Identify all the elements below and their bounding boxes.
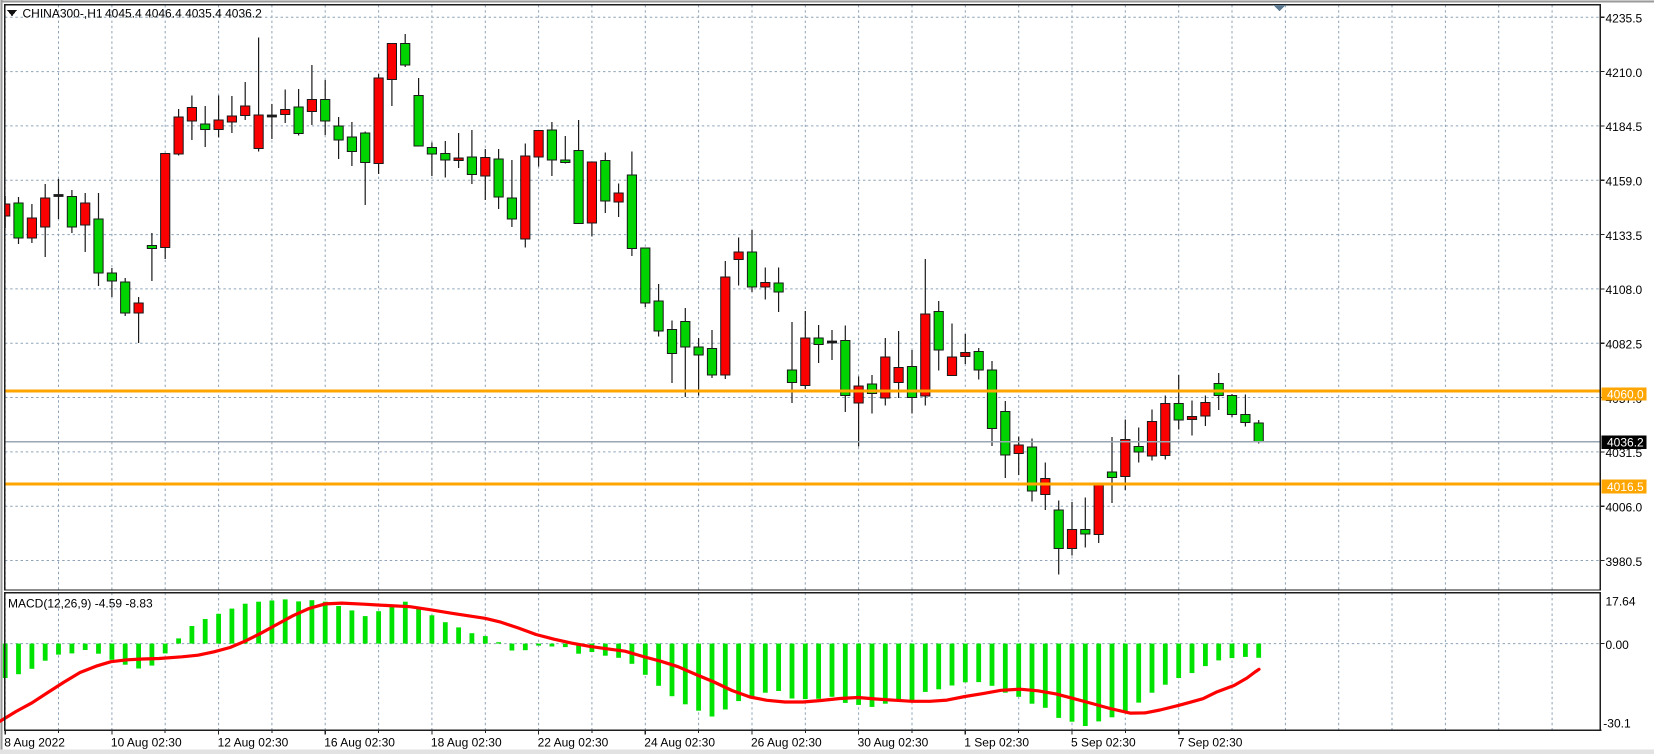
svg-text:4016.5: 4016.5 [1607,480,1644,494]
svg-text:17.64: 17.64 [1606,594,1636,608]
svg-text:16 Aug 02:30: 16 Aug 02:30 [324,735,395,749]
svg-text:4045.4 4046.4 4035.4 4036.2: 4045.4 4046.4 4035.4 4036.2 [105,6,262,20]
svg-text:12 Aug 02:30: 12 Aug 02:30 [218,735,289,749]
svg-text:4006.0: 4006.0 [1606,501,1643,515]
svg-text:22 Aug 02:30: 22 Aug 02:30 [538,735,609,749]
svg-text:24 Aug 02:30: 24 Aug 02:30 [644,735,715,749]
svg-text:4133.5: 4133.5 [1606,229,1643,243]
svg-text:4082.5: 4082.5 [1606,338,1643,352]
svg-text:4031.5: 4031.5 [1606,446,1643,460]
svg-text:26 Aug 02:30: 26 Aug 02:30 [751,735,822,749]
svg-text:4108.0: 4108.0 [1606,283,1643,297]
svg-text:CHINA300-,H1: CHINA300-,H1 [23,6,103,20]
svg-text:4184.5: 4184.5 [1606,120,1643,134]
svg-text:18 Aug 02:30: 18 Aug 02:30 [431,735,502,749]
svg-text:1 Sep 02:30: 1 Sep 02:30 [964,735,1029,749]
svg-text:7 Sep 02:30: 7 Sep 02:30 [1178,735,1243,749]
svg-text:0.00: 0.00 [1606,638,1630,652]
svg-text:-30.1: -30.1 [1603,716,1631,730]
svg-text:5 Sep 02:30: 5 Sep 02:30 [1071,735,1136,749]
svg-text:4159.0: 4159.0 [1606,175,1643,189]
svg-text:4060.0: 4060.0 [1607,387,1644,401]
svg-text:10 Aug 02:30: 10 Aug 02:30 [111,735,182,749]
svg-text:4210.0: 4210.0 [1606,66,1643,80]
svg-text:4036.2: 4036.2 [1607,435,1644,449]
svg-text:3980.5: 3980.5 [1606,555,1643,569]
svg-text:30 Aug 02:30: 30 Aug 02:30 [858,735,929,749]
svg-text:MACD(12,26,9) -4.59 -8.83: MACD(12,26,9) -4.59 -8.83 [8,597,153,611]
svg-text:4235.5: 4235.5 [1606,12,1643,26]
svg-text:8 Aug 2022: 8 Aug 2022 [4,735,65,749]
